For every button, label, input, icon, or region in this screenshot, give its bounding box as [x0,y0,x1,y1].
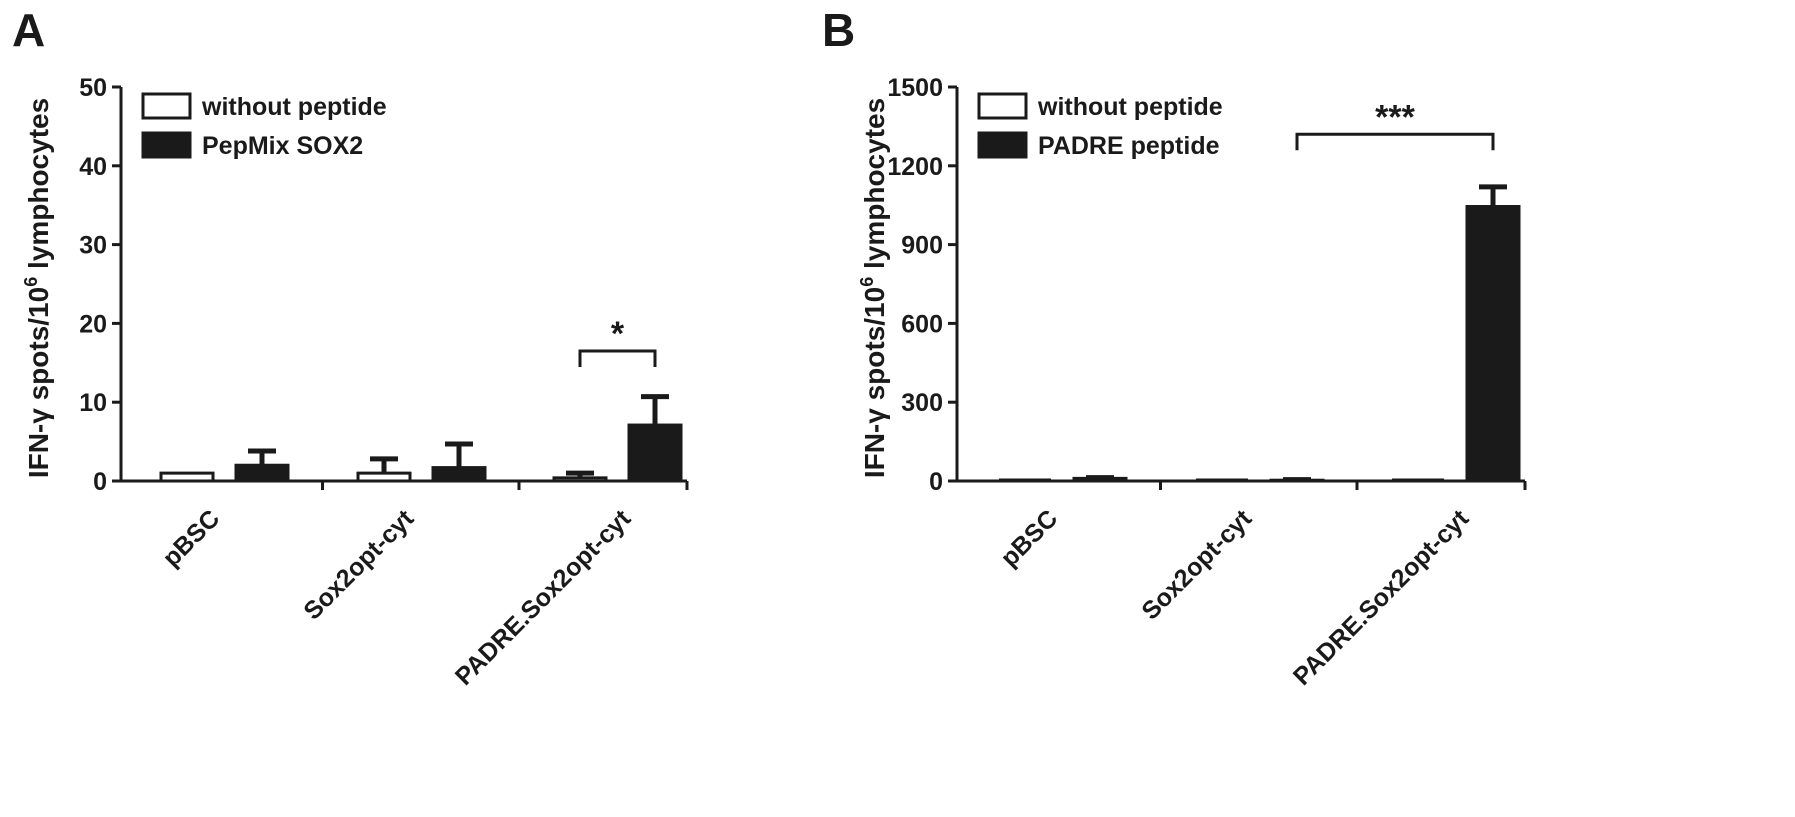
y-tick-label: 50 [79,74,107,102]
bar [356,471,412,483]
y-tick-label: 30 [79,232,107,260]
bar [159,471,215,483]
bar [234,463,290,483]
category-label: pBSC [995,504,1063,572]
y-tick-label: 900 [901,232,943,260]
legend-swatch [141,131,192,159]
y-tick-label: 0 [929,468,943,496]
y-axis-label-tail: lymphocytes [23,98,54,277]
y-axis-label-superscript: 6 [857,277,877,287]
significance-label: * [611,315,625,353]
y-axis-label: IFN-γ spots/106 lymphocytes [21,98,54,478]
significance-bracket [578,349,657,367]
y-axis-label-main: IFN-γ spots/10 [859,287,890,478]
y-axis-label: IFN-γ spots/106 lymphocytes [857,98,890,478]
y-tick-label: 600 [901,310,943,338]
y-tick-label: 40 [79,153,107,181]
bar [627,423,683,483]
y-axis-label-main: IFN-γ spots/10 [23,287,54,478]
legend-swatch [141,92,192,120]
category-label: PADRE.Sox2opt-cyt [1288,504,1475,691]
legend-label: PADRE peptide [1038,132,1220,160]
legend: without peptide PepMix SOX2 [141,92,387,160]
significance-label: *** [1375,98,1415,136]
legend-swatch [977,131,1028,159]
legend-label: without peptide [201,93,387,121]
category-label: Sox2opt-cyt [1136,504,1257,625]
legend-label: without peptide [1037,93,1223,121]
bar [552,476,608,483]
bar [431,466,487,483]
legend: without peptide PADRE peptide [977,92,1223,160]
category-label: PADRE.Sox2opt-cyt [450,504,637,691]
y-axis-label-superscript: 6 [21,277,41,287]
legend-swatch [977,92,1028,120]
y-tick-label: 1500 [887,74,943,102]
category-label: pBSC [157,504,225,572]
legend-label: PepMix SOX2 [202,132,363,160]
panel-b: B IFN-γ spots/106 lymphocytes 0 300 600 900 12… [822,4,1527,691]
panel-letter: A [12,4,45,56]
y-tick-label: 20 [79,310,107,338]
panel-letter: B [822,4,855,56]
significance-bracket [1295,132,1495,151]
y-axis-label-tail: lymphocytes [859,98,890,277]
bar [1465,205,1521,483]
y-tick-label: 0 [93,468,107,496]
y-tick-label: 300 [901,389,943,417]
y-tick-label: 1200 [887,153,943,181]
y-tick-label: 10 [79,389,107,417]
panel-a: A IFN-γ spots/106 lymphocytes 0 10 20 30 40 50 p… [12,4,689,691]
category-label: Sox2opt-cyt [298,504,419,625]
